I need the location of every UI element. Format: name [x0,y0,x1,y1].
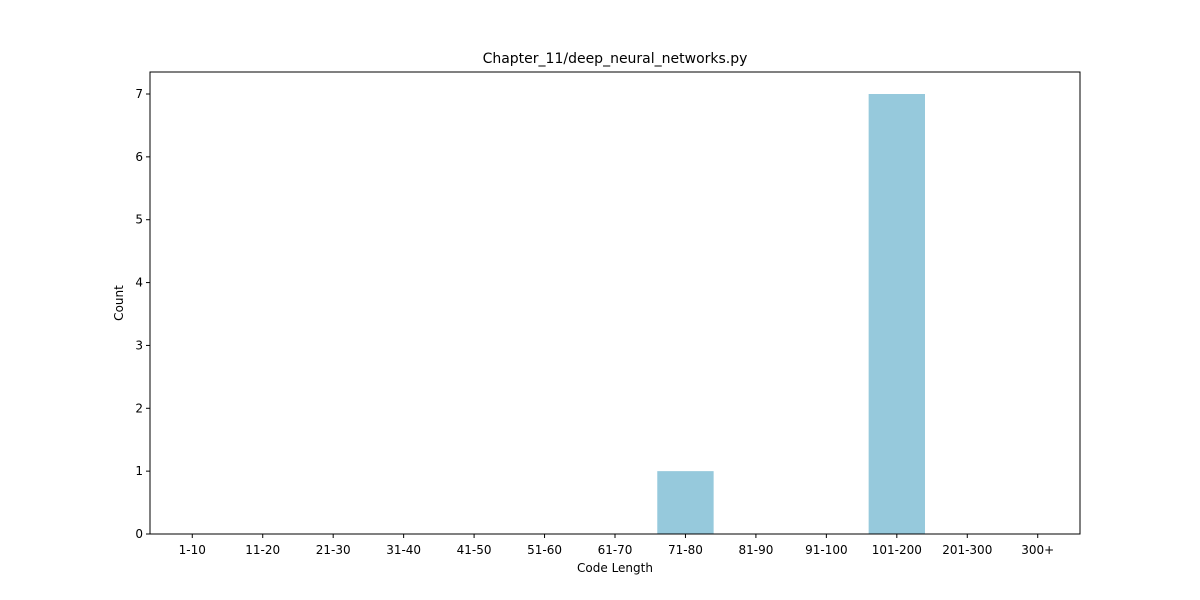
plot-frame [149,71,1081,535]
y-tick-label: 2 [135,401,143,415]
y-tick-label: 5 [135,213,143,227]
y-tick-label: 0 [135,527,143,541]
y-axis-ticks: 0 1 2 3 4 5 6 7 [135,87,150,541]
y-tick-label: 3 [135,338,143,352]
bar-71-80 [657,471,714,534]
x-tick-label: 300+ [1021,543,1054,557]
y-tick-label: 6 [135,150,143,164]
bar-101-200 [868,94,925,534]
y-axis-label: Count [112,285,126,321]
bars-layer [657,94,925,534]
x-tick-label: 21-30 [316,543,351,557]
x-tick-label: 41-50 [457,543,492,557]
x-tick-label: 31-40 [386,543,421,557]
y-tick-label: 4 [135,276,143,290]
x-tick-label: 51-60 [527,543,562,557]
x-tick-label: 91-100 [805,543,848,557]
x-tick-label: 1-10 [179,543,206,557]
x-axis-ticks: 1-10 11-20 21-30 31-40 41-50 51-60 61-70 71-80 8… [179,534,1054,557]
x-tick-label: 11-20 [245,543,280,557]
y-tick-label: 1 [135,464,143,478]
x-tick-label: 71-80 [668,543,703,557]
x-axis-label: Code Length [577,561,653,575]
x-tick-label: 81-90 [738,543,773,557]
x-tick-label: 61-70 [598,543,633,557]
x-tick-label: 201-300 [942,543,992,557]
y-tick-label: 7 [135,87,143,101]
chart-title: Chapter_11/deep_neural_networks.py [483,51,748,67]
x-tick-label: 101-200 [872,543,922,557]
